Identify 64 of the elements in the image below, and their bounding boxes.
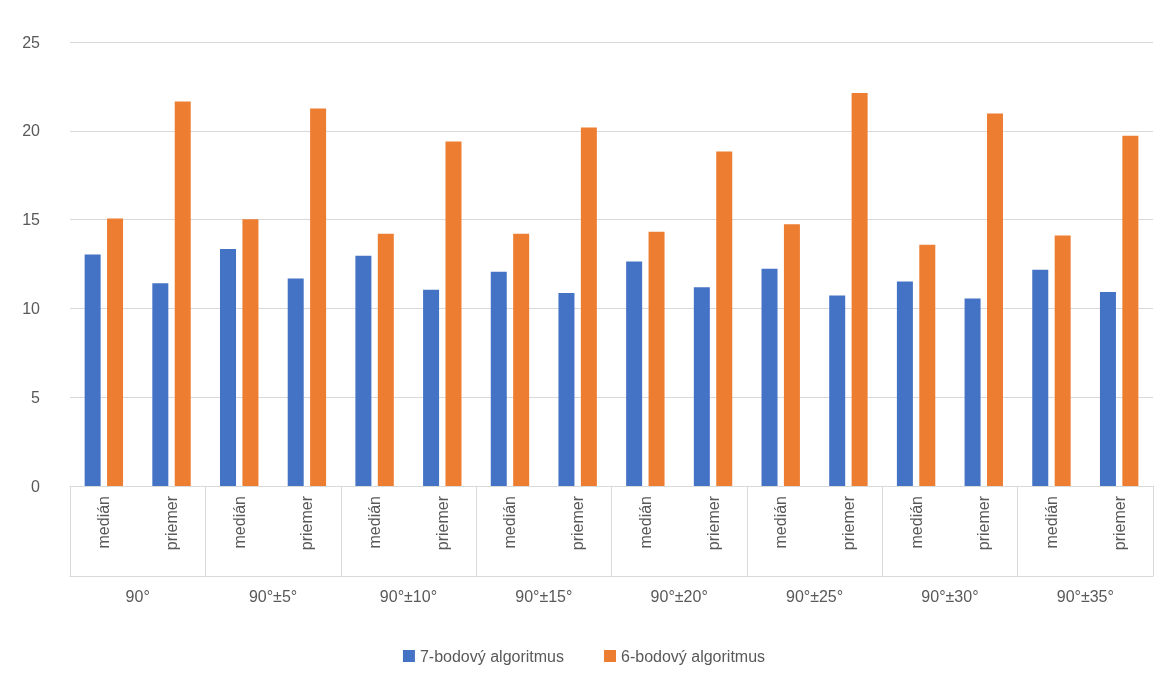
bar [423, 289, 440, 486]
bar [220, 249, 237, 486]
bar [783, 224, 800, 486]
bar [287, 278, 304, 486]
bar [851, 92, 868, 486]
y-tick-label: 15 [22, 211, 41, 229]
bar [761, 268, 778, 486]
x-tick-label: medián [907, 496, 925, 549]
legend-label: 6-bodový algoritmus [621, 647, 766, 665]
y-tick-label: 0 [31, 477, 41, 495]
x-tick-label: medián [636, 496, 654, 549]
bar [716, 151, 733, 486]
bar [919, 244, 936, 486]
bar [84, 254, 101, 486]
bar [580, 127, 597, 486]
bar [242, 219, 259, 486]
text: 90°±20° [650, 587, 708, 605]
text: 90°±35° [1056, 587, 1114, 605]
bar [558, 292, 575, 486]
text: 90°±30° [921, 587, 979, 605]
bar [1054, 235, 1071, 486]
x-tick-label: priemer [163, 495, 181, 551]
x-tick-label: medián [772, 496, 790, 549]
x-tick-label: priemer [433, 495, 451, 551]
bar [1099, 291, 1116, 486]
bar [490, 271, 507, 486]
x-tick-label: medián [95, 496, 113, 549]
y-tick-label: 5 [31, 388, 41, 406]
y-tick-label: 10 [22, 299, 41, 317]
bar [896, 281, 913, 486]
x-tick-label: priemer [704, 495, 722, 551]
bar [1122, 135, 1139, 486]
bar [964, 298, 981, 486]
bar [107, 218, 124, 486]
bar [829, 295, 846, 486]
x-tick-label: priemer [975, 495, 993, 551]
text: 90°±15° [515, 587, 573, 605]
bar [1032, 269, 1049, 486]
bar [174, 101, 191, 486]
bar [445, 141, 462, 486]
y-tick-label: 25 [22, 33, 41, 51]
y-tick-label: 20 [22, 122, 41, 140]
legend-label: 7-bodový algoritmus [419, 647, 565, 665]
x-tick-label: priemer [298, 495, 316, 551]
x-tick-label: medián [1042, 496, 1060, 549]
bar [355, 255, 372, 486]
x-tick-label: priemer [839, 495, 857, 551]
bar [377, 233, 394, 486]
bar [693, 287, 710, 486]
x-tick-label: priemer [1110, 495, 1128, 551]
text: 90°±10° [379, 587, 438, 605]
text: 90° [125, 587, 150, 605]
text: 90°±5° [248, 587, 298, 605]
bar [152, 283, 169, 486]
bar [626, 261, 643, 486]
bar [648, 231, 665, 486]
x-tick-label: medián [501, 496, 519, 549]
text: 90°±25° [785, 587, 844, 605]
bar [310, 108, 327, 486]
bar [513, 233, 530, 486]
x-tick-label: medián [366, 496, 384, 549]
x-tick-label: priemer [569, 495, 587, 551]
bar [986, 113, 1003, 486]
x-tick-label: medián [230, 496, 248, 549]
